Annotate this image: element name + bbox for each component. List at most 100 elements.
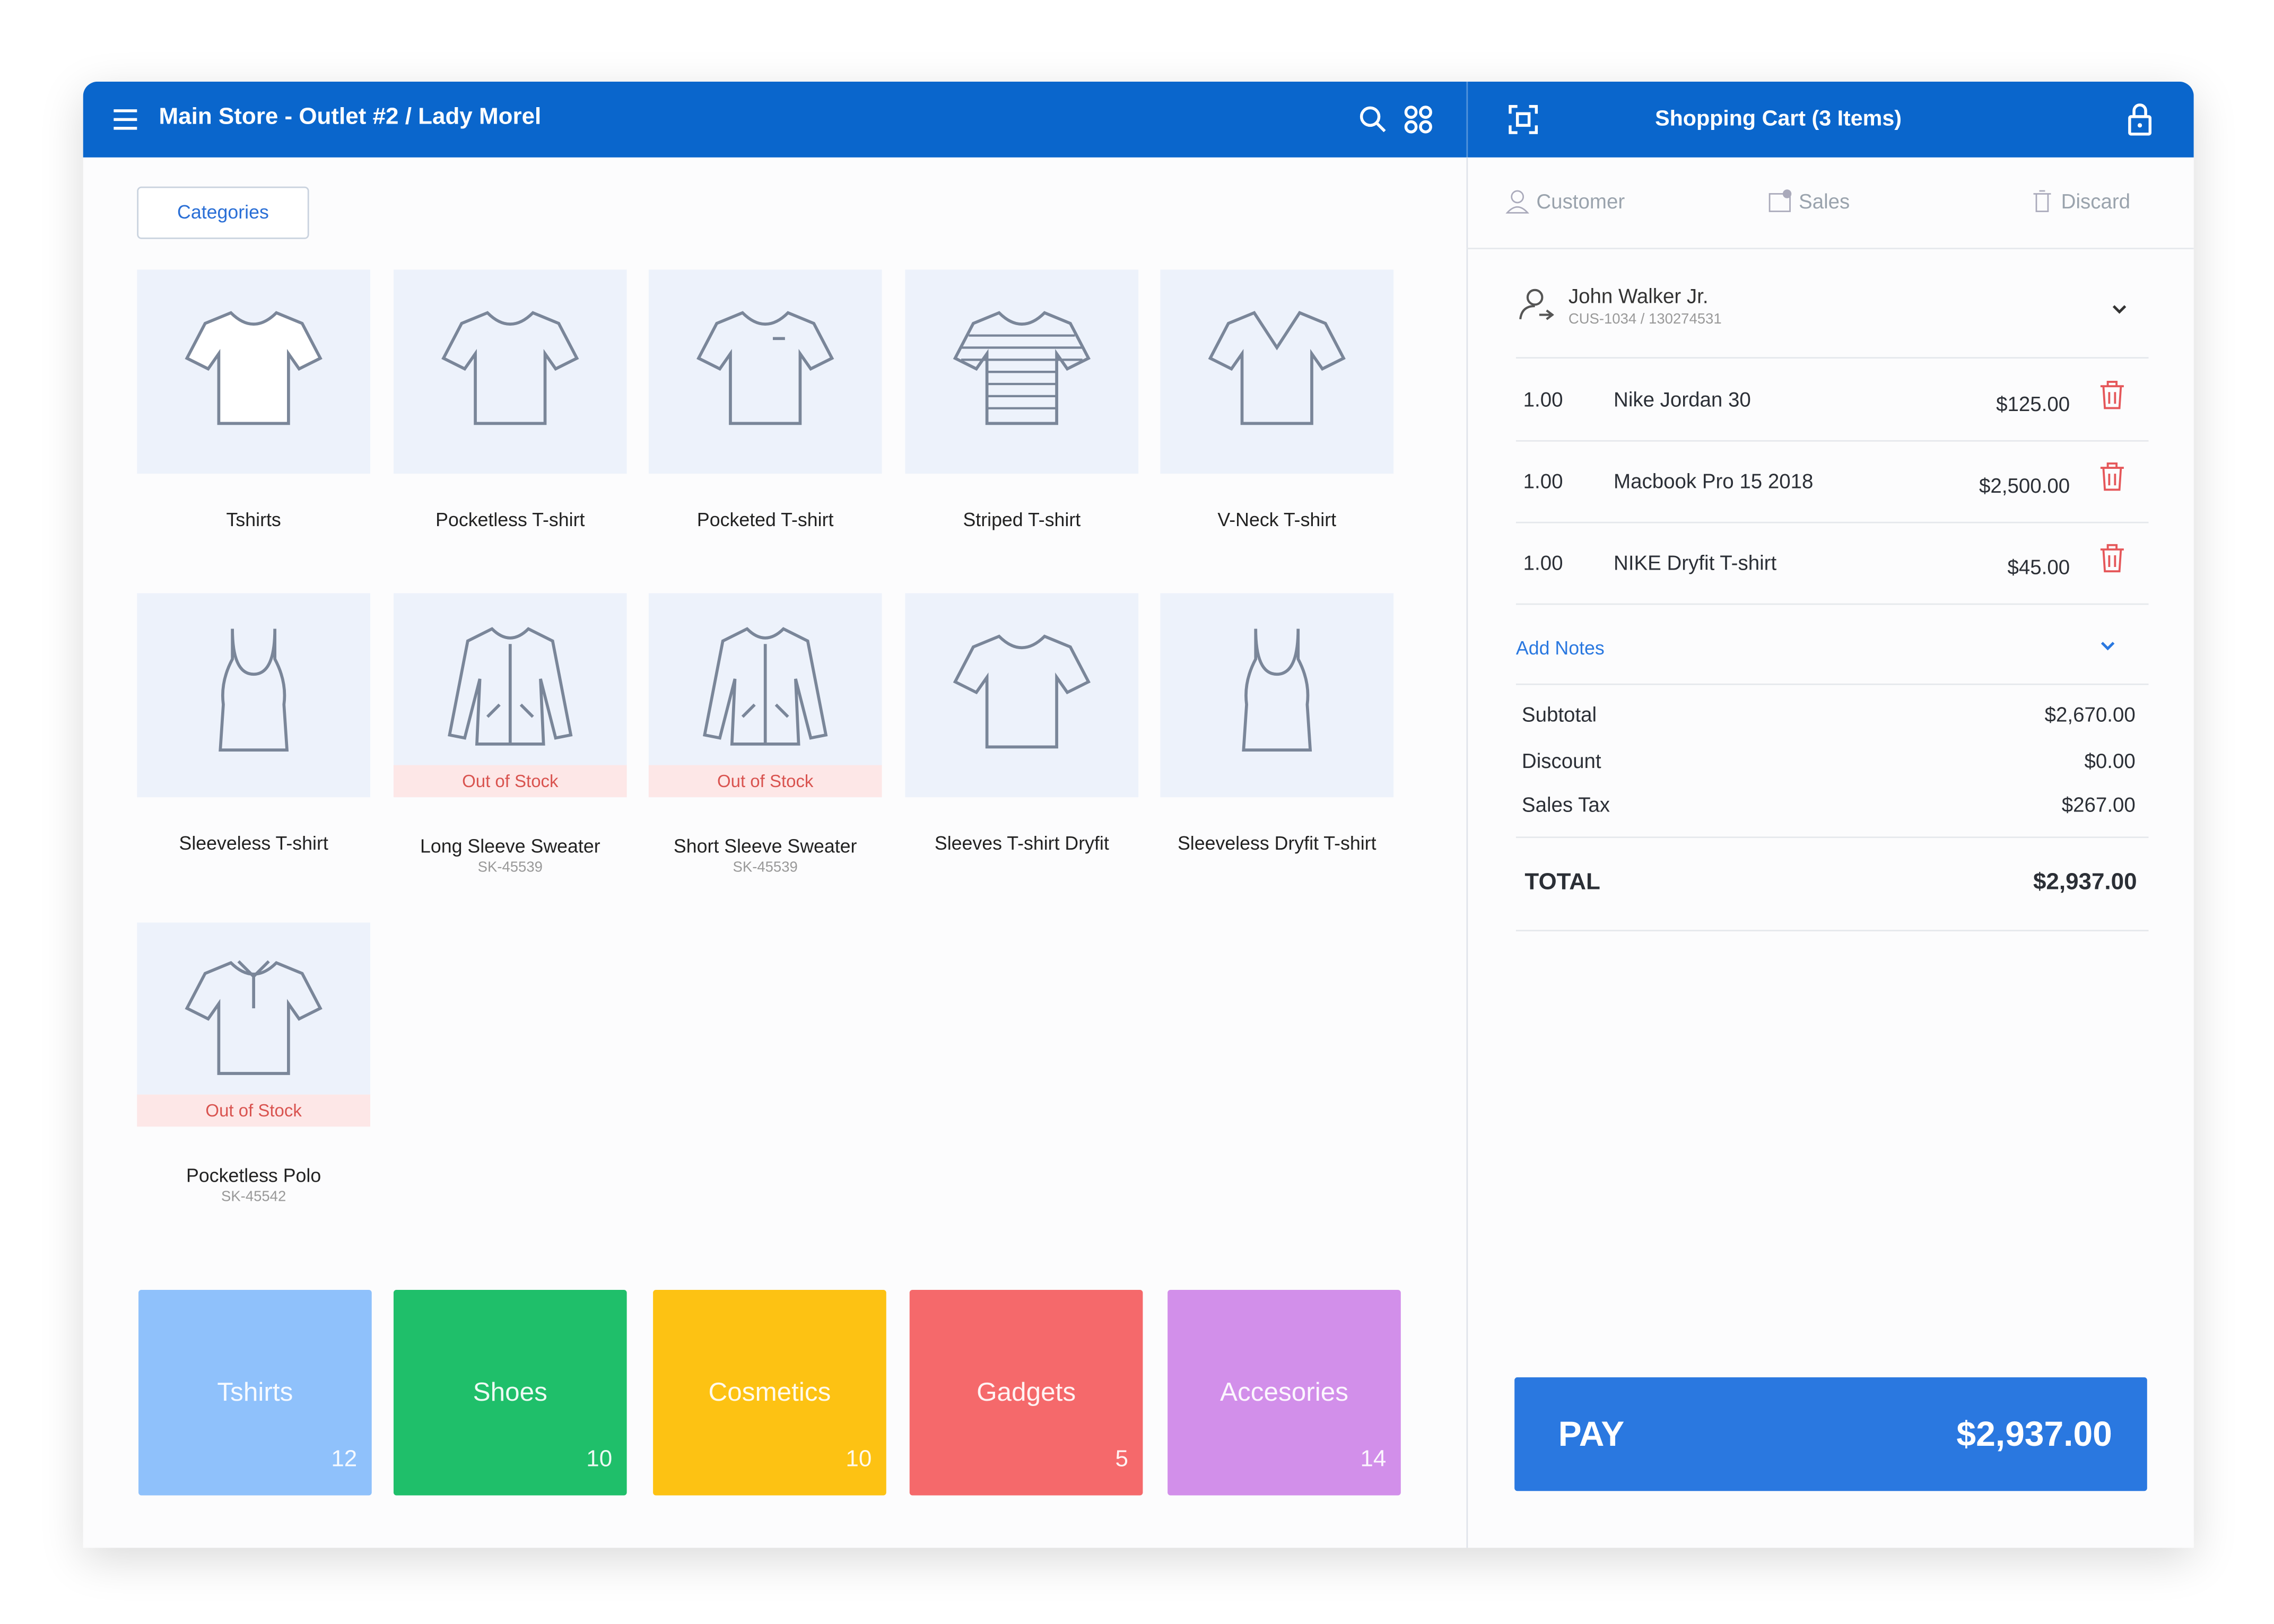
grid-icon <box>1404 106 1432 134</box>
chevron <box>2101 642 2115 651</box>
summary-label: Discount <box>1521 749 1601 773</box>
product-sku: SK-45539 <box>733 860 798 876</box>
summary-value: $0.00 <box>2084 749 2136 773</box>
separator <box>1515 683 2149 685</box>
category-name: Accesories <box>1220 1377 1348 1407</box>
category-count: 10 <box>846 1447 872 1472</box>
product-icon <box>1242 628 1312 752</box>
product-sku: SK-45542 <box>221 1189 286 1206</box>
pay-label: PAY <box>1558 1415 1625 1455</box>
product-card[interactable]: Out of Stock Short Sleeve Sweater SK-45539 <box>648 593 885 896</box>
item-qty: 1.00 <box>1523 387 1563 411</box>
product-image-area <box>393 269 627 474</box>
pay-button[interactable]: PAY $2,937.00 <box>1514 1377 2147 1491</box>
product-card[interactable]: Pocketless T-shirt <box>393 269 630 573</box>
stock-status: Out of Stock <box>393 765 627 798</box>
separator <box>1515 836 2149 839</box>
product-icon <box>953 311 1091 425</box>
product-card[interactable]: Pocketed T-shirt <box>648 269 885 573</box>
categories-button[interactable]: Categories <box>137 186 309 239</box>
cart-tab[interactable]: Sales <box>1799 189 1850 213</box>
product-name: V-Neck T-shirt <box>1217 509 1337 531</box>
category-tile[interactable]: Gadgets 5 <box>909 1289 1143 1496</box>
product-icon <box>953 634 1091 749</box>
delete-icon[interactable] <box>2099 380 2125 409</box>
separator <box>1515 930 2149 931</box>
category-name: Cosmetics <box>708 1377 831 1407</box>
product-image-area <box>905 593 1139 798</box>
product-name: Short Sleeve Sweater <box>673 835 857 857</box>
product-name: Sleeves T-shirt Dryfit <box>934 832 1109 854</box>
product-card[interactable]: Sleeveless T-shirt <box>137 593 373 896</box>
item-price: $45.00 <box>2007 555 2070 579</box>
separator <box>1515 357 2149 359</box>
product-card[interactable]: V-Neck T-shirt <box>1160 269 1396 573</box>
item-price: $2,500.00 <box>1979 474 2070 497</box>
product-icon <box>703 627 828 746</box>
summary-label: Sales Tax <box>1521 792 1610 816</box>
product-icon <box>185 311 323 425</box>
category-tile[interactable]: Shoes 10 <box>393 1289 627 1496</box>
category-tile[interactable]: Accesories 14 <box>1168 1289 1401 1496</box>
item-name: Nike Jordan 30 <box>1614 387 1751 411</box>
stock-status: Out of Stock <box>648 765 882 798</box>
menu-icon <box>114 109 137 130</box>
product-icon <box>448 627 573 746</box>
separator <box>1515 521 2149 523</box>
tab-icon <box>2033 190 2051 212</box>
product-sku: SK-45539 <box>477 860 543 876</box>
pay-amount: $2,937.00 <box>1956 1415 2112 1455</box>
product-card[interactable]: Out of Stock Pocketless Polo SK-45542 <box>137 922 373 1226</box>
product-card[interactable]: Striped T-shirt <box>905 269 1142 573</box>
divider <box>1466 81 1468 158</box>
product-image-area <box>1160 269 1394 474</box>
tab-icon <box>1505 190 1529 214</box>
product-card[interactable]: Sleeves T-shirt Dryfit <box>905 593 1142 896</box>
product-name: Sleeveless T-shirt <box>179 832 328 854</box>
cart-tab[interactable]: Discard <box>2061 189 2131 213</box>
product-name: Sleeveless Dryfit T-shirt <box>1177 832 1376 854</box>
summary-label: Subtotal <box>1521 702 1597 726</box>
category-count: 5 <box>1115 1447 1128 1472</box>
category-tile[interactable]: Tshirts 12 <box>138 1289 372 1496</box>
tab-icon <box>1768 189 1792 212</box>
delete-icon[interactable] <box>2099 462 2125 491</box>
add-notes[interactable]: Add Notes <box>1515 636 1605 659</box>
product-icon <box>441 311 579 425</box>
tabs-divider <box>1466 248 2194 249</box>
cart-tab[interactable]: Customer <box>1536 189 1625 213</box>
cart-title: Shopping Cart (3 Items) <box>1655 106 1902 132</box>
total-value: $2,937.00 <box>2033 870 2137 895</box>
product-icon <box>1208 311 1346 425</box>
product-icon <box>185 960 323 1075</box>
product-card[interactable]: Out of Stock Long Sleeve Sweater SK-45539 <box>393 593 630 896</box>
category-tile[interactable]: Cosmetics 10 <box>653 1289 886 1496</box>
category-name: Shoes <box>473 1377 547 1407</box>
chevron <box>2112 305 2127 314</box>
category-name: Tshirts <box>217 1377 293 1407</box>
product-image-area <box>1160 593 1394 798</box>
separator <box>1515 440 2149 442</box>
item-name: Macbook Pro 15 2018 <box>1614 469 1814 493</box>
item-price: $125.00 <box>1996 392 2070 416</box>
product-icon <box>219 628 289 752</box>
delete-icon[interactable] <box>2099 544 2125 573</box>
item-qty: 1.00 <box>1523 551 1563 574</box>
product-name: Tshirts <box>226 509 281 531</box>
panel-divider <box>1466 157 1468 1548</box>
product-name: Pocketless T-shirt <box>435 509 585 531</box>
product-card[interactable]: Sleeveless Dryfit T-shirt <box>1160 593 1396 896</box>
customer-icon <box>1519 289 1554 320</box>
category-count: 14 <box>1360 1447 1387 1472</box>
stock-status: Out of Stock <box>137 1094 370 1127</box>
product-name: Striped T-shirt <box>963 509 1081 531</box>
top-bar: Main Store - Outlet #2 / Lady Morel Shopp… <box>83 81 2194 158</box>
category-count: 10 <box>586 1447 613 1472</box>
product-icon <box>696 311 834 425</box>
product-card[interactable]: Tshirts <box>137 269 373 573</box>
scan-icon <box>1509 104 1538 134</box>
total-label: TOTAL <box>1524 870 1600 895</box>
search-icon <box>1360 106 1386 133</box>
